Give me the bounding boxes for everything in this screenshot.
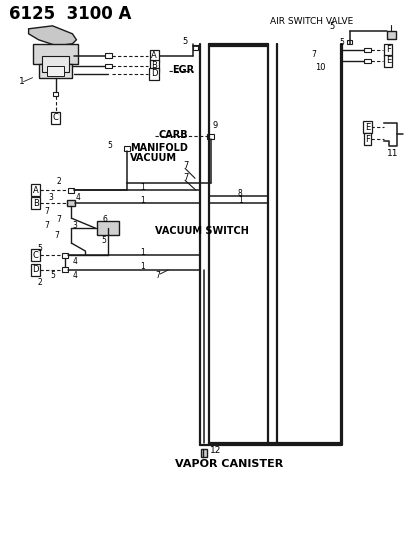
Text: 5: 5 xyxy=(107,141,112,150)
Text: 4: 4 xyxy=(75,193,80,201)
Bar xyxy=(62,268,69,272)
Text: CARB: CARB xyxy=(158,131,188,141)
Text: VACUUM SWITCH: VACUUM SWITCH xyxy=(155,226,249,236)
Text: 2: 2 xyxy=(38,278,42,287)
Text: VACUUM: VACUUM xyxy=(130,154,177,164)
Text: F: F xyxy=(365,135,370,144)
Text: E: E xyxy=(365,123,370,132)
Text: 5: 5 xyxy=(101,236,106,245)
Text: B: B xyxy=(33,199,38,208)
Bar xyxy=(47,66,64,76)
Text: D: D xyxy=(151,69,157,78)
Text: 7: 7 xyxy=(312,50,317,59)
Bar xyxy=(105,63,112,68)
Text: 7: 7 xyxy=(155,271,160,280)
Text: 9: 9 xyxy=(213,121,218,130)
Text: A: A xyxy=(151,51,157,60)
Bar xyxy=(364,59,371,63)
Text: 5: 5 xyxy=(182,37,187,46)
Text: 10: 10 xyxy=(315,63,325,72)
Text: 3: 3 xyxy=(49,193,53,201)
Text: 7: 7 xyxy=(44,207,49,216)
Text: 4: 4 xyxy=(73,256,78,265)
Text: 12: 12 xyxy=(210,446,222,455)
Text: E: E xyxy=(386,56,391,65)
Text: C: C xyxy=(33,251,38,260)
Text: 1: 1 xyxy=(140,183,145,192)
Bar xyxy=(69,188,74,193)
Bar xyxy=(124,146,130,151)
Bar xyxy=(364,48,371,52)
Bar xyxy=(98,221,119,235)
Text: 4: 4 xyxy=(73,271,78,280)
Bar xyxy=(105,53,112,58)
Bar xyxy=(387,31,396,39)
Text: 7: 7 xyxy=(44,221,49,230)
Text: 1: 1 xyxy=(140,196,145,205)
Bar xyxy=(200,449,208,457)
Text: 6: 6 xyxy=(102,215,107,224)
Text: 2: 2 xyxy=(56,177,61,186)
Text: 6125  3100 A: 6125 3100 A xyxy=(9,5,131,23)
Bar xyxy=(67,200,75,206)
Text: F: F xyxy=(386,45,391,54)
Text: 5: 5 xyxy=(339,38,344,47)
Text: VAPOR CANISTER: VAPOR CANISTER xyxy=(175,459,283,470)
Polygon shape xyxy=(39,63,73,78)
Text: 7: 7 xyxy=(183,173,188,182)
Bar xyxy=(42,56,69,71)
Polygon shape xyxy=(29,26,76,46)
Text: 5: 5 xyxy=(330,22,335,31)
Text: 7: 7 xyxy=(183,161,188,170)
Text: 8: 8 xyxy=(238,189,243,198)
Text: 7: 7 xyxy=(56,215,61,224)
Bar xyxy=(347,40,352,44)
Text: 1: 1 xyxy=(140,262,145,271)
Bar xyxy=(53,92,58,95)
Text: 3: 3 xyxy=(73,221,78,230)
Text: D: D xyxy=(32,265,39,274)
Text: 7: 7 xyxy=(55,231,60,240)
Text: A: A xyxy=(33,186,38,195)
Text: C: C xyxy=(53,113,58,122)
Text: 11: 11 xyxy=(387,149,399,158)
Text: EGR: EGR xyxy=(172,64,194,75)
Text: 5: 5 xyxy=(38,244,42,253)
Text: B: B xyxy=(151,61,157,70)
Text: 1: 1 xyxy=(140,247,145,256)
Polygon shape xyxy=(33,44,78,63)
Text: 1: 1 xyxy=(19,77,24,86)
Bar xyxy=(62,253,69,257)
Text: AIR SWITCH VALVE: AIR SWITCH VALVE xyxy=(270,18,353,26)
Bar xyxy=(208,134,215,139)
Text: 1: 1 xyxy=(238,196,243,205)
Bar xyxy=(193,45,197,50)
Text: 5: 5 xyxy=(51,271,55,280)
Text: MANIFOLD: MANIFOLD xyxy=(130,143,188,154)
